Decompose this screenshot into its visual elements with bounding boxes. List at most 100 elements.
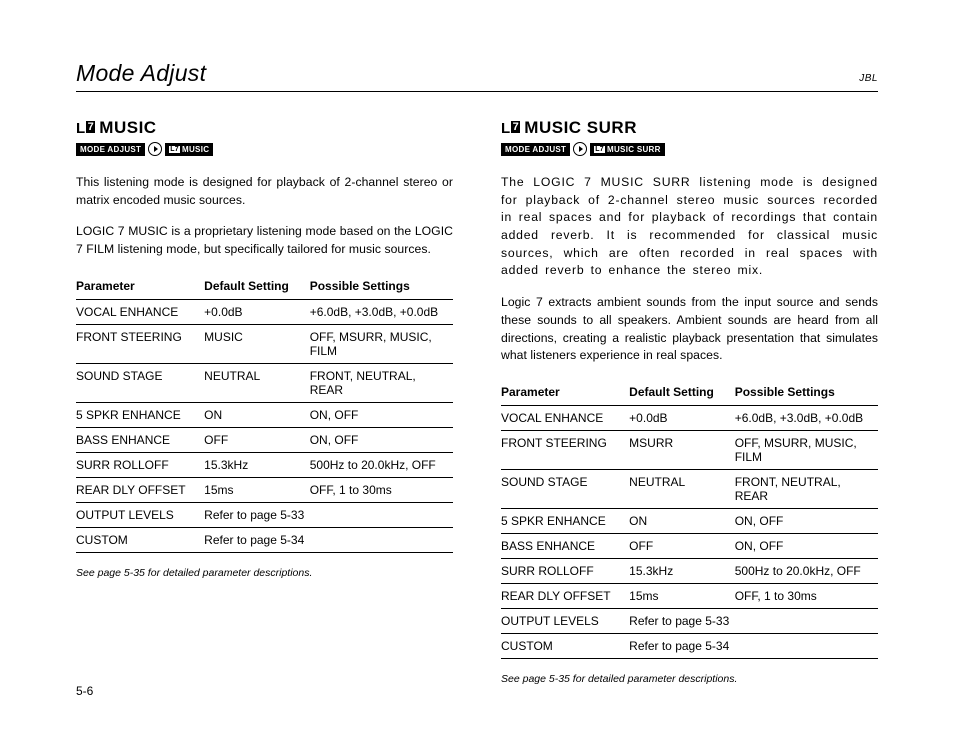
- mode-title-music: L7 MUSIC: [76, 118, 453, 138]
- header-brand: JBL: [859, 73, 878, 84]
- cell-possible: OFF, MSURR, MUSIC, FILM: [310, 324, 453, 363]
- tbody-left: VOCAL ENHANCE+0.0dB+6.0dB, +3.0dB, +0.0d…: [76, 299, 453, 552]
- table-row: BASS ENHANCEOFFON, OFF: [501, 533, 878, 558]
- paragraph: The LOGIC 7 MUSIC SURR listening mode is…: [501, 174, 878, 280]
- th-parameter: Parameter: [76, 273, 204, 300]
- table-row: REAR DLY OFFSET15msOFF, 1 to 30ms: [501, 583, 878, 608]
- th-possible: Possible Settings: [310, 273, 453, 300]
- th-default: Default Setting: [204, 273, 310, 300]
- cell-possible: ON, OFF: [310, 427, 453, 452]
- paragraph: LOGIC 7 MUSIC is a proprietary listening…: [76, 223, 453, 258]
- table-row: VOCAL ENHANCE+0.0dB+6.0dB, +3.0dB, +0.0d…: [76, 299, 453, 324]
- table-row: BASS ENHANCEOFFON, OFF: [76, 427, 453, 452]
- breadcrumb-badge: L7MUSIC SURR: [590, 143, 664, 156]
- chevron-right-icon: [573, 142, 587, 156]
- table-row: SOUND STAGENEUTRALFRONT, NEUTRAL, REAR: [76, 363, 453, 402]
- table-row: SOUND STAGENEUTRALFRONT, NEUTRAL, REAR: [501, 469, 878, 508]
- cell-parameter: VOCAL ENHANCE: [501, 405, 629, 430]
- cell-parameter: SOUND STAGE: [76, 363, 204, 402]
- right-column: L7 MUSIC SURR MODE ADJUST L7MUSIC SURR T…: [501, 118, 878, 685]
- columns: L7 MUSIC MODE ADJUST L7MUSIC This listen…: [76, 118, 878, 685]
- mode-title-music-surr: L7 MUSIC SURR: [501, 118, 878, 138]
- cell-default: 15ms: [629, 583, 735, 608]
- logic7-icon: L7: [501, 120, 520, 137]
- header-title: Mode Adjust: [76, 60, 206, 87]
- cell-possible: OFF, MSURR, MUSIC, FILM: [735, 430, 878, 469]
- cell-default: OFF: [204, 427, 310, 452]
- footnote: See page 5-35 for detailed parameter des…: [76, 567, 453, 579]
- cell-default: NEUTRAL: [204, 363, 310, 402]
- cell-parameter: CUSTOM: [501, 633, 629, 658]
- cell-parameter: FRONT STEERING: [501, 430, 629, 469]
- chevron-right-icon: [148, 142, 162, 156]
- cell-parameter: REAR DLY OFFSET: [76, 477, 204, 502]
- cell-possible: +6.0dB, +3.0dB, +0.0dB: [735, 405, 878, 430]
- cell-possible: FRONT, NEUTRAL, REAR: [735, 469, 878, 508]
- table-row: FRONT STEERINGMUSICOFF, MSURR, MUSIC, FI…: [76, 324, 453, 363]
- cell-parameter: CUSTOM: [76, 527, 204, 552]
- paragraph: This listening mode is designed for play…: [76, 174, 453, 209]
- th-possible: Possible Settings: [735, 379, 878, 406]
- table-row: 5 SPKR ENHANCEONON, OFF: [76, 402, 453, 427]
- cell-parameter: 5 SPKR ENHANCE: [501, 508, 629, 533]
- cell-default: NEUTRAL: [629, 469, 735, 508]
- logic7-mini-icon: L7: [169, 146, 180, 153]
- cell-default: Refer to page 5-34: [629, 633, 878, 658]
- breadcrumb-badge: MODE ADJUST: [76, 143, 145, 156]
- mode-title-text: MUSIC SURR: [524, 118, 637, 138]
- breadcrumb-badge: MODE ADJUST: [501, 143, 570, 156]
- cell-default: Refer to page 5-33: [629, 608, 878, 633]
- cell-parameter: SURR ROLLOFF: [501, 558, 629, 583]
- cell-possible: +6.0dB, +3.0dB, +0.0dB: [310, 299, 453, 324]
- cell-parameter: SOUND STAGE: [501, 469, 629, 508]
- page-number: 5-6: [76, 684, 93, 698]
- table-row: 5 SPKR ENHANCEONON, OFF: [501, 508, 878, 533]
- cell-default: +0.0dB: [204, 299, 310, 324]
- cell-parameter: BASS ENHANCE: [501, 533, 629, 558]
- logic7-mini-icon: L7: [594, 146, 605, 153]
- cell-parameter: REAR DLY OFFSET: [501, 583, 629, 608]
- cell-default: OFF: [629, 533, 735, 558]
- cell-parameter: OUTPUT LEVELS: [76, 502, 204, 527]
- cell-possible: OFF, 1 to 30ms: [735, 583, 878, 608]
- table-row: CUSTOMRefer to page 5-34: [76, 527, 453, 552]
- cell-default: 15.3kHz: [204, 452, 310, 477]
- cell-possible: 500Hz to 20.0kHz, OFF: [735, 558, 878, 583]
- breadcrumb-music-surr: MODE ADJUST L7MUSIC SURR: [501, 142, 878, 156]
- cell-default: 15ms: [204, 477, 310, 502]
- page-header: Mode Adjust JBL: [76, 60, 878, 92]
- cell-possible: OFF, 1 to 30ms: [310, 477, 453, 502]
- logic7-icon: L7: [76, 120, 95, 137]
- cell-default: 15.3kHz: [629, 558, 735, 583]
- table-row: CUSTOMRefer to page 5-34: [501, 633, 878, 658]
- left-column: L7 MUSIC MODE ADJUST L7MUSIC This listen…: [76, 118, 453, 685]
- cell-default: Refer to page 5-34: [204, 527, 453, 552]
- table-row: REAR DLY OFFSET15msOFF, 1 to 30ms: [76, 477, 453, 502]
- cell-default: MUSIC: [204, 324, 310, 363]
- cell-default: Refer to page 5-33: [204, 502, 453, 527]
- table-row: VOCAL ENHANCE+0.0dB+6.0dB, +3.0dB, +0.0d…: [501, 405, 878, 430]
- th-default: Default Setting: [629, 379, 735, 406]
- tbody-right: VOCAL ENHANCE+0.0dB+6.0dB, +3.0dB, +0.0d…: [501, 405, 878, 658]
- cell-possible: FRONT, NEUTRAL, REAR: [310, 363, 453, 402]
- cell-parameter: VOCAL ENHANCE: [76, 299, 204, 324]
- cell-possible: 500Hz to 20.0kHz, OFF: [310, 452, 453, 477]
- cell-possible: ON, OFF: [735, 508, 878, 533]
- cell-parameter: SURR ROLLOFF: [76, 452, 204, 477]
- table-row: OUTPUT LEVELSRefer to page 5-33: [76, 502, 453, 527]
- cell-possible: ON, OFF: [310, 402, 453, 427]
- params-table-music-surr: Parameter Default Setting Possible Setti…: [501, 379, 878, 659]
- cell-default: ON: [204, 402, 310, 427]
- mode-title-text: MUSIC: [99, 118, 156, 138]
- table-row: FRONT STEERINGMSURROFF, MSURR, MUSIC, FI…: [501, 430, 878, 469]
- cell-parameter: OUTPUT LEVELS: [501, 608, 629, 633]
- page: Mode Adjust JBL L7 MUSIC MODE ADJUST L7M…: [0, 0, 954, 738]
- cell-default: ON: [629, 508, 735, 533]
- footnote: See page 5-35 for detailed parameter des…: [501, 673, 878, 685]
- cell-default: +0.0dB: [629, 405, 735, 430]
- breadcrumb-badge: L7MUSIC: [165, 143, 213, 156]
- params-table-music: Parameter Default Setting Possible Setti…: [76, 273, 453, 553]
- table-row: SURR ROLLOFF15.3kHz500Hz to 20.0kHz, OFF: [501, 558, 878, 583]
- table-row: OUTPUT LEVELSRefer to page 5-33: [501, 608, 878, 633]
- paragraph: Logic 7 extracts ambient sounds from the…: [501, 294, 878, 365]
